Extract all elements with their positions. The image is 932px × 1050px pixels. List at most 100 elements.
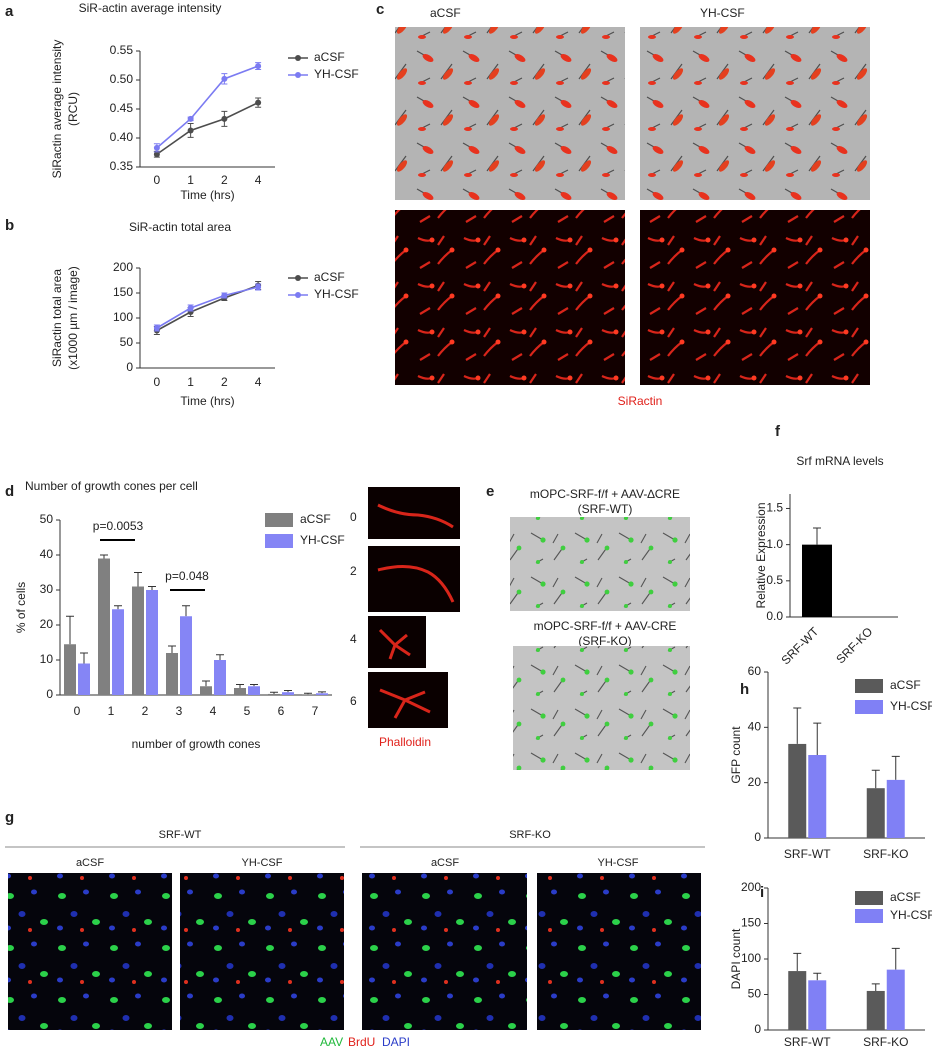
error-bar (216, 654, 224, 660)
x-tick-label: SRF-WT (784, 847, 831, 861)
y-axis-label: (RCU) (66, 92, 80, 126)
micrograph (537, 873, 701, 1030)
bar (808, 980, 827, 1030)
y-tick-label: 0.5 (766, 573, 783, 587)
micrograph (513, 646, 690, 770)
point (255, 284, 262, 290)
error-bar (871, 769, 880, 789)
y-tick-label: 60 (748, 664, 762, 678)
bar (132, 586, 144, 695)
x-tick-label: SRF-WT (778, 624, 821, 667)
x-tick-label: 4 (255, 375, 262, 389)
bar (802, 544, 832, 617)
bar (886, 779, 905, 838)
error-bar (793, 952, 802, 972)
error-bar (871, 983, 880, 991)
point (255, 63, 262, 70)
y-axis-label: (x1000 µm / image) (66, 266, 80, 370)
legend-marker (295, 292, 301, 298)
x-tick-label: 4 (255, 173, 262, 187)
bar (808, 755, 827, 838)
bar (788, 971, 807, 1030)
y-tick-label: 30 (40, 582, 54, 596)
panel-letter: h (740, 681, 749, 698)
panel-letter: a (5, 3, 14, 20)
legend-label: aCSF (314, 270, 345, 284)
series-line (156, 286, 259, 329)
bar (200, 686, 212, 695)
error-bar (304, 692, 312, 695)
bar (788, 743, 807, 838)
y-tick-label: 0 (754, 1022, 761, 1036)
y-tick-label: 0 (126, 360, 133, 374)
annotation: p=0.0053 (93, 519, 144, 533)
y-tick-label: 200 (741, 880, 761, 894)
caption: SiRactin (618, 394, 663, 408)
y-tick-label: 50 (120, 335, 134, 349)
legend-label: YH-CSF (890, 908, 932, 922)
bar (866, 990, 885, 1030)
x-tick-label: SRF-WT (784, 1035, 831, 1049)
legend-marker (295, 275, 301, 281)
column-label: aCSF (76, 857, 104, 869)
panel-letter: b (5, 217, 14, 234)
series-line (156, 101, 259, 155)
x-axis-label: Time (hrs) (180, 188, 234, 202)
bar (146, 590, 158, 695)
panel-letter: e (486, 483, 494, 500)
y-tick-label: 0.35 (110, 159, 134, 173)
y-axis-label: GFP count (729, 726, 743, 784)
y-tick-label: 150 (113, 285, 133, 299)
legend-label: YH-CSF (300, 533, 345, 547)
chart-title: Number of growth cones per cell (25, 479, 198, 493)
error-bar (813, 722, 822, 755)
error-bar (813, 527, 821, 545)
error-bar (891, 755, 900, 780)
micrograph (8, 873, 172, 1030)
caption: AAV (320, 1035, 343, 1049)
y-tick-label: 20 (40, 617, 54, 631)
point (255, 99, 262, 106)
legend-swatch (855, 700, 883, 714)
y-tick-label: 100 (113, 310, 133, 324)
micrograph (368, 546, 460, 612)
column-label: YH-CSF (598, 857, 639, 869)
x-tick-label: 1 (108, 704, 115, 718)
point (187, 115, 194, 122)
y-tick-label: 100 (741, 951, 761, 965)
x-tick-label: SRF-KO (863, 847, 908, 861)
y-tick-label: 200 (113, 260, 133, 274)
panel-letter: i (760, 884, 764, 901)
micrograph (510, 517, 690, 611)
bar (886, 969, 905, 1030)
image-label: mOPC-SRF-f/f + AAV-∆CRE (530, 487, 680, 501)
panel-letter: c (376, 1, 384, 18)
y-tick-label: 1.0 (766, 537, 783, 551)
group-label: SRF-KO (509, 829, 551, 841)
micrograph (362, 873, 527, 1030)
bar (866, 788, 885, 838)
micrograph (640, 210, 870, 385)
column-label: YH-CSF (242, 857, 283, 869)
point (153, 151, 160, 158)
legend-swatch (855, 909, 883, 923)
series-line (156, 65, 259, 149)
micrograph (395, 27, 625, 200)
error-bar (813, 972, 822, 981)
y-tick-label: 10 (40, 652, 54, 666)
chart-title: SiR-actin total area (129, 220, 231, 234)
point (153, 325, 160, 331)
y-tick-label: 50 (748, 987, 762, 1001)
point (187, 127, 194, 134)
bar (180, 616, 192, 695)
panel-letter: d (5, 483, 14, 500)
panel-e: e mOPC-SRF-f/f + AAV-∆CRE (SRF-WT) mOPC-… (486, 483, 690, 770)
y-tick-label: 0 (46, 687, 53, 701)
error-bar (134, 572, 142, 587)
legend-label: aCSF (314, 50, 345, 64)
bar (214, 660, 226, 695)
image-label: (SRF-KO) (578, 634, 631, 648)
micrograph (180, 873, 344, 1030)
chart-title: Srf mRNA levels (796, 454, 883, 468)
legend-label: aCSF (890, 678, 921, 692)
